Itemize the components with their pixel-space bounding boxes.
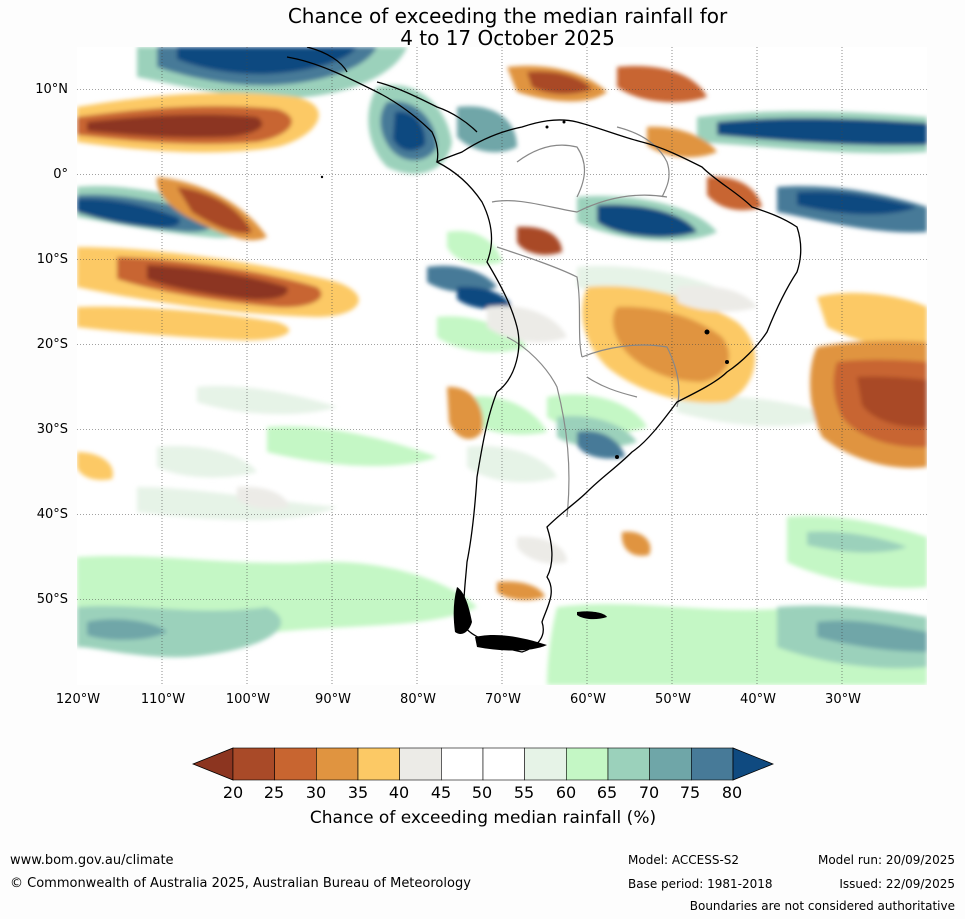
- colorbar-segment: [691, 747, 734, 781]
- graticule: [77, 47, 927, 685]
- colorbar-tick: 25: [263, 783, 285, 802]
- colorbar-segment: [566, 747, 609, 781]
- model-run-date: Model run: 20/09/2025: [817, 853, 955, 867]
- lon-label-120w: 120°W: [55, 692, 101, 707]
- colorbar-arrow-low: [192, 747, 234, 781]
- lon-label-90w: 90°W: [315, 692, 351, 707]
- colorbar-tick: 20: [222, 783, 244, 802]
- copyright-text: © Commonwealth of Australia 2025, Austra…: [10, 876, 471, 891]
- lat-label-40s: 40°S: [36, 507, 68, 522]
- map-title-line2: 4 to 17 October 2025: [400, 26, 615, 50]
- colorbar-tick: 75: [679, 783, 701, 802]
- lat-label-10s: 10°S: [36, 252, 68, 267]
- website-link[interactable]: www.bom.gov.au/climate: [10, 853, 174, 868]
- colorbar-tick: 50: [471, 783, 493, 802]
- colorbar-segment: [274, 747, 317, 781]
- lat-label-10n: 10°N: [35, 82, 68, 97]
- issued-date: Issued: 22/09/2025: [839, 877, 955, 891]
- colorbar: [192, 747, 774, 781]
- colorbar-segment: [441, 747, 484, 781]
- colorbar-tick: 35: [347, 783, 369, 802]
- colorbar-tick: 65: [596, 783, 618, 802]
- lat-label-50s: 50°S: [36, 592, 68, 607]
- colorbar-segment: [399, 747, 442, 781]
- colorbar-segment: [316, 747, 359, 781]
- colorbar-tick: 70: [638, 783, 660, 802]
- colorbar-segment: [357, 747, 400, 781]
- country-borders: [491, 126, 680, 518]
- colorbar-segment: [482, 747, 525, 781]
- colorbar-segment: [232, 747, 275, 781]
- colorbar-tick: 55: [513, 783, 535, 802]
- rainfall-map: [77, 47, 927, 685]
- islands: [320, 120, 729, 651]
- lat-label-20s: 20°S: [36, 337, 68, 352]
- colorbar-tick: 40: [388, 783, 410, 802]
- lon-label-80w: 80°W: [400, 692, 436, 707]
- colorbar-tick: 30: [305, 783, 327, 802]
- lon-label-60w: 60°W: [570, 692, 606, 707]
- colorbar-tick: 80: [721, 783, 743, 802]
- base-period: Base period: 1981-2018: [628, 877, 773, 891]
- colorbar-segment: [649, 747, 692, 781]
- boundaries-disclaimer: Boundaries are not considered authoritat…: [689, 899, 955, 913]
- lon-label-70w: 70°W: [485, 692, 521, 707]
- lon-label-100w: 100°W: [225, 692, 271, 707]
- colorbar-tick: 45: [430, 783, 452, 802]
- lon-label-110w: 110°W: [140, 692, 186, 707]
- lat-label-0: 0°: [53, 167, 68, 182]
- rainfall-map-svg: [77, 47, 927, 685]
- probability-field: [77, 47, 927, 685]
- colorbar-tick: 60: [555, 783, 577, 802]
- lon-label-30w: 30°W: [825, 692, 861, 707]
- model-name: Model: ACCESS-S2: [628, 853, 740, 867]
- lon-label-50w: 50°W: [655, 692, 691, 707]
- lon-label-40w: 40°W: [740, 692, 776, 707]
- colorbar-arrow-high: [732, 747, 774, 781]
- map-title-line1: Chance of exceeding the median rainfall …: [287, 4, 728, 28]
- coastlines: [286, 47, 802, 653]
- lat-label-30s: 30°S: [36, 422, 68, 437]
- colorbar-segment: [524, 747, 567, 781]
- colorbar-segment: [607, 747, 650, 781]
- colorbar-label: Chance of exceeding median rainfall (%): [309, 808, 657, 828]
